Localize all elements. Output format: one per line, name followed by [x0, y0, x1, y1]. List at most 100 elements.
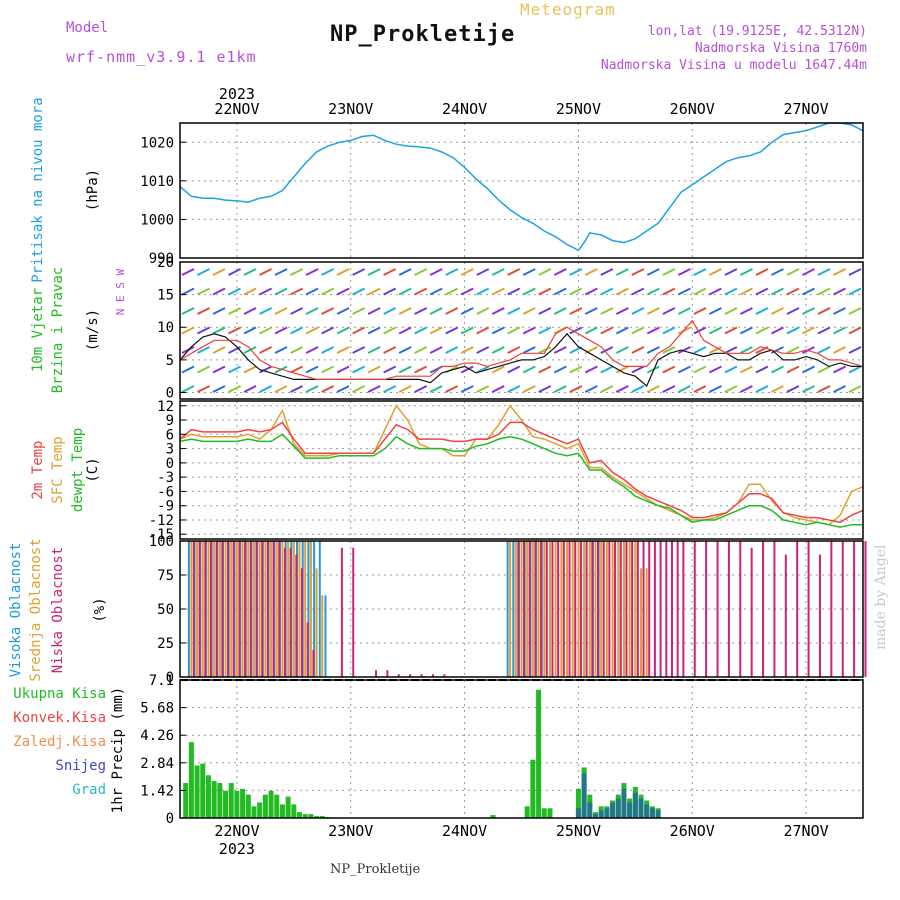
precip-total-bar — [268, 790, 274, 818]
precip-total-bar — [223, 790, 229, 818]
wind-arrow — [398, 287, 412, 296]
wind-arrow — [522, 307, 536, 315]
wind-arrow — [460, 287, 474, 296]
wind-arrow — [228, 268, 241, 276]
precip-snow-bar — [581, 773, 587, 818]
wind-arrow — [677, 365, 691, 374]
wind-arrow — [274, 268, 288, 276]
wind-arrow — [259, 385, 273, 393]
precip-total-bar — [536, 689, 542, 818]
precip-unit-label: 1hr Precip (mm) — [110, 687, 126, 813]
wind-arrow — [259, 307, 273, 315]
wind-gust-line — [179, 319, 864, 380]
precip-total-bar — [547, 808, 553, 818]
wind-arrow — [352, 287, 366, 296]
precip-snow-bar — [587, 802, 593, 818]
wind-arrow — [367, 326, 381, 335]
precip-snow-bar — [604, 808, 610, 818]
wind-arrow — [553, 307, 567, 315]
wind-arrow — [615, 365, 629, 374]
wind-arrow — [228, 346, 241, 354]
precip-total-bar — [234, 790, 240, 818]
wind-arrow — [662, 287, 676, 296]
precip-snow-bar — [627, 802, 633, 818]
wind-arrow — [786, 385, 800, 393]
wind-arrow — [646, 268, 660, 276]
wind-arrow — [243, 365, 257, 374]
wind-arrow — [321, 346, 335, 354]
wind-arrow — [414, 307, 428, 315]
wind-name-label-2: Brzina i Pravac — [50, 267, 66, 393]
wind-arrow — [476, 307, 490, 315]
lonlat-label: lon,lat (19.9125E, 42.5312N) — [647, 24, 867, 39]
top-date-label: 24NOV — [442, 100, 487, 118]
wind-arrow — [228, 326, 241, 335]
wind-arrow — [802, 326, 815, 335]
wind-arrow — [631, 365, 645, 374]
wind-arrow — [708, 287, 722, 296]
wind-arrow — [755, 268, 769, 276]
wind-arrow — [724, 307, 738, 315]
model-label: Model — [66, 20, 109, 36]
wind-arrow — [538, 287, 552, 296]
wind-arrow — [398, 385, 412, 393]
wind-arrow — [569, 268, 583, 276]
precip-total-bar — [262, 794, 268, 818]
y-tick-label: 1020 — [140, 135, 174, 151]
wind-arrow — [212, 326, 226, 335]
wind-arrow — [212, 307, 226, 315]
wind-arrow — [336, 326, 350, 335]
top-year-label: 2023 — [219, 85, 255, 103]
precip-total-bar — [245, 794, 251, 818]
wind-arrow — [352, 307, 366, 315]
bottom-date-label: 25NOV — [556, 822, 601, 840]
wind-arrow — [336, 268, 350, 276]
wind-arrow — [290, 287, 304, 296]
wind-arrow — [600, 287, 614, 296]
bottom-date-label: 23NOV — [328, 822, 373, 840]
wind-arrow — [693, 268, 707, 276]
wind-arrow — [662, 307, 676, 315]
wind-arrow — [677, 346, 691, 354]
wind-unit-label: (m/s) — [85, 309, 101, 351]
wind-arrow — [584, 307, 598, 315]
wind-arrow — [507, 346, 521, 354]
wind-arrow — [693, 326, 707, 335]
y-tick-label: 5.68 — [140, 701, 174, 717]
wind-arrow — [460, 326, 474, 335]
precip-total-bar — [291, 804, 297, 818]
pressure-name-label: Pritisak na nivou mora — [30, 97, 46, 282]
wind-arrow — [615, 307, 629, 315]
wind-arrow — [538, 326, 552, 335]
wind-arrow — [817, 346, 831, 354]
wind-arrow — [600, 268, 614, 276]
model-altitude-label: Nadmorska Visina u modelu 1647.44m — [600, 58, 867, 73]
wind-arrow — [786, 287, 800, 296]
wind-arrow — [802, 268, 815, 276]
wind-arrow — [507, 326, 521, 335]
wind-arrow — [693, 287, 707, 296]
wind-arrow — [755, 287, 769, 296]
wind-arrow — [646, 307, 660, 315]
wind-arrow — [212, 268, 226, 276]
wind-arrow — [274, 346, 288, 354]
wind-arrow — [739, 385, 753, 393]
wind-arrow — [770, 307, 784, 315]
wind-arrow — [600, 346, 614, 354]
wind-arrow — [274, 385, 288, 393]
wind-arrow — [569, 326, 583, 335]
wind-arrow — [197, 385, 210, 393]
pressure-panel-frame — [179, 122, 864, 259]
wind-arrow — [445, 385, 459, 393]
top-date-label: 25NOV — [556, 100, 601, 118]
wind-arrow — [429, 346, 443, 354]
wind-arrow — [755, 326, 769, 335]
wind-arrow — [181, 385, 195, 393]
precip-total-bar — [530, 759, 536, 818]
wind-arrow — [228, 287, 241, 296]
precip-snow-bar — [592, 814, 598, 818]
wind-arrow — [228, 307, 241, 315]
wind-arrow — [429, 268, 443, 276]
bottom-date-label: 26NOV — [670, 822, 715, 840]
wind-arrow — [662, 326, 676, 335]
